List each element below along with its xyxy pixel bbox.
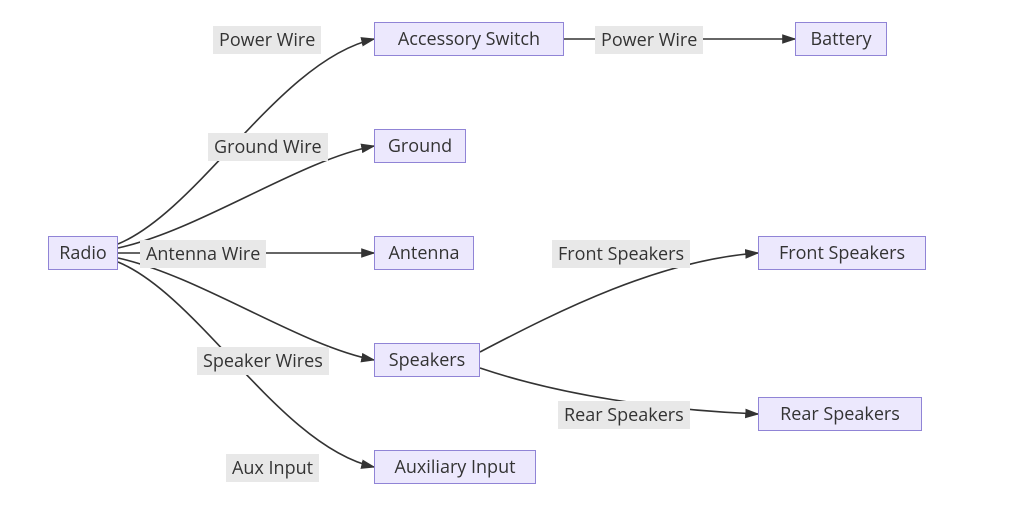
node-accswitch: Accessory Switch xyxy=(374,22,564,56)
node-label: Rear Speakers xyxy=(780,402,900,426)
edge-label-radio-ground: Ground Wire xyxy=(208,133,328,161)
node-label: Ground xyxy=(388,134,452,158)
node-label: Accessory Switch xyxy=(398,27,540,51)
edge-label-text: Ground Wire xyxy=(214,135,322,159)
edge-label-speakers-rearspk: Rear Speakers xyxy=(558,401,690,429)
node-label: Antenna xyxy=(388,241,459,265)
node-speakers: Speakers xyxy=(374,343,480,377)
edge-label-text: Power Wire xyxy=(219,28,315,52)
node-label: Auxiliary Input xyxy=(394,455,515,479)
edge-radio-speakers xyxy=(118,258,374,360)
edge-label-speakers-frontspk: Front Speakers xyxy=(552,240,690,268)
edge-label-text: Aux Input xyxy=(232,456,313,480)
edge-label-text: Power Wire xyxy=(601,28,697,52)
edge-label-text: Rear Speakers xyxy=(564,403,684,427)
node-ground: Ground xyxy=(374,129,466,163)
node-label: Battery xyxy=(811,27,872,51)
node-label: Speakers xyxy=(389,348,466,372)
edge-label-radio-antenna: Antenna Wire xyxy=(140,240,266,268)
node-rearspk: Rear Speakers xyxy=(758,397,922,431)
edge-label-radio-speakers: Speaker Wires xyxy=(197,347,329,375)
wiring-diagram: Radio Accessory Switch Battery Ground Antenn… xyxy=(0,0,1024,513)
node-auxinput: Auxiliary Input xyxy=(374,450,536,484)
node-antenna: Antenna xyxy=(374,236,474,270)
node-radio: Radio xyxy=(48,236,118,270)
edge-label-radio-auxinput: Aux Input xyxy=(226,454,319,482)
node-battery: Battery xyxy=(795,22,887,56)
edge-label-text: Front Speakers xyxy=(558,242,684,266)
node-label: Front Speakers xyxy=(779,241,905,265)
edge-radio-ground xyxy=(118,146,374,248)
node-frontspk: Front Speakers xyxy=(758,236,926,270)
edge-label-text: Speaker Wires xyxy=(203,349,323,373)
edge-label-accswitch-battery: Power Wire xyxy=(595,26,703,54)
node-label: Radio xyxy=(59,241,107,265)
edge-label-radio-accswitch: Power Wire xyxy=(213,26,321,54)
edge-label-text: Antenna Wire xyxy=(146,242,260,266)
